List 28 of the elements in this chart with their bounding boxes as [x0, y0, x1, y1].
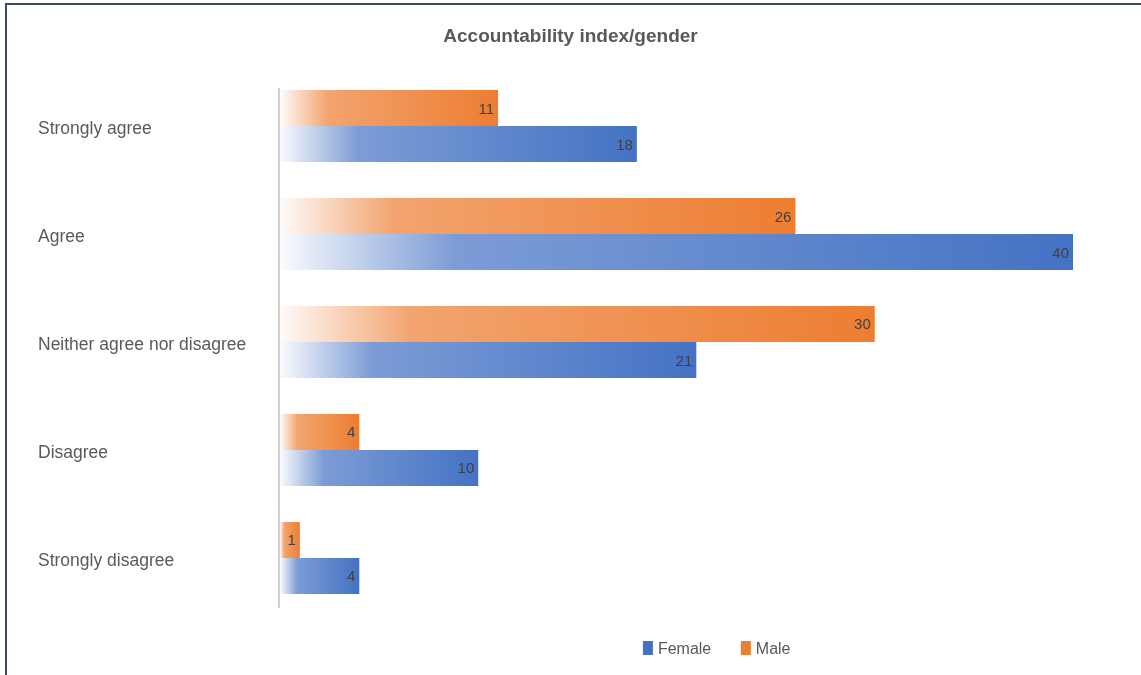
- data-label: 4: [346, 423, 356, 441]
- bar: [280, 126, 637, 163]
- bar: [280, 558, 360, 594]
- data-label: 11: [478, 99, 495, 117]
- data-label: 10: [457, 459, 475, 477]
- bar: [280, 342, 697, 378]
- data-label: 30: [854, 315, 871, 333]
- data-label: 26: [774, 207, 792, 225]
- data-label: 4: [346, 567, 356, 585]
- bar: [280, 306, 875, 342]
- bar: [280, 234, 1073, 270]
- bar: [280, 522, 300, 558]
- bar: [280, 198, 796, 234]
- bar: [280, 450, 479, 486]
- bar: [280, 414, 360, 450]
- data-label: 18: [616, 135, 633, 153]
- y-tick-label: Disagree: [38, 442, 109, 462]
- legend-label: Female: [657, 639, 712, 657]
- y-tick-label: Agree: [38, 226, 85, 246]
- data-label: 40: [1052, 243, 1069, 261]
- y-tick-label: Strongly disagree: [38, 550, 175, 570]
- bar: [280, 90, 499, 126]
- legend-label: Male: [755, 639, 791, 657]
- data-label: 1: [287, 531, 296, 549]
- y-tick-label: Neither agree nor disagree: [38, 334, 247, 354]
- chart-title: Accountability index/gender: [443, 25, 699, 46]
- data-label: 21: [675, 351, 693, 369]
- y-tick-label: Strongly agree: [38, 118, 152, 138]
